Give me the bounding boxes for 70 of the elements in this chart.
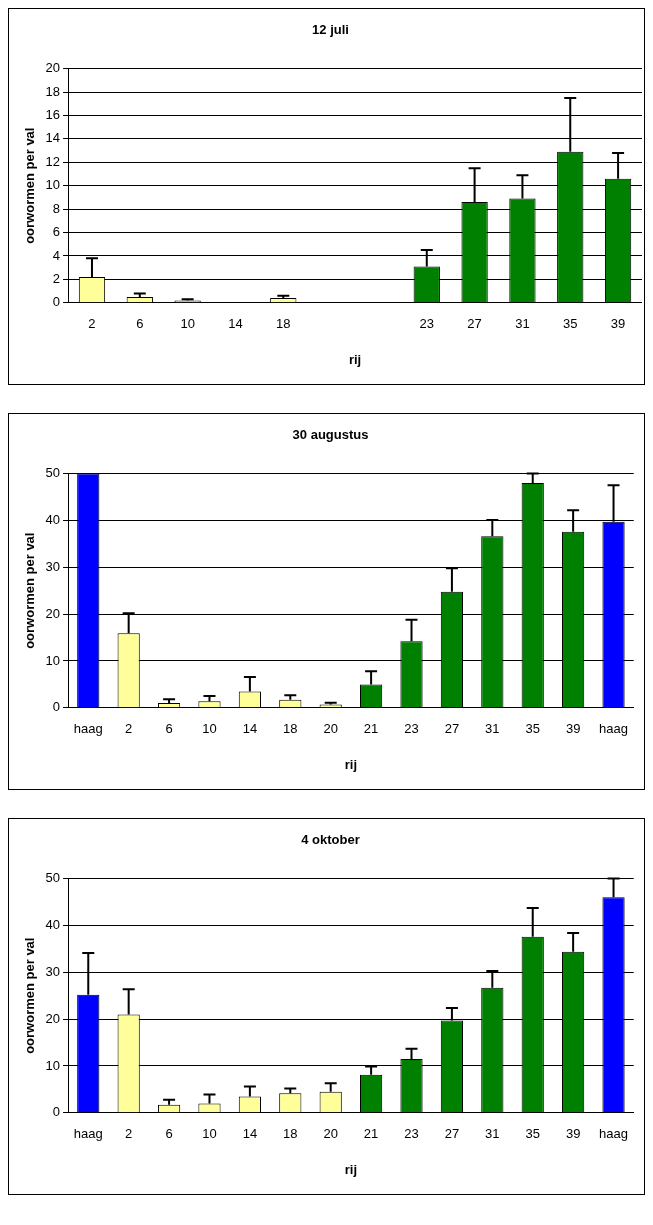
y-tick-label: 8 xyxy=(52,200,61,216)
y-tick-label: 6 xyxy=(52,224,61,240)
chart-title: 12 juli xyxy=(312,22,349,38)
x-tick-label: 6 xyxy=(165,721,173,737)
y-tick-label: 0 xyxy=(52,294,61,310)
y-tick-label: 16 xyxy=(45,107,61,123)
y-tick-label: 18 xyxy=(45,83,61,99)
x-tick-label: 21 xyxy=(363,721,379,737)
y-axis-title: oorwormen per val xyxy=(22,937,38,1054)
x-axis-title: rij xyxy=(344,756,358,772)
y-tick-label: 10 xyxy=(45,652,61,668)
x-axis-title: rij xyxy=(344,1161,358,1177)
y-tick-label: 12 xyxy=(45,153,61,169)
x-tick-label: 10 xyxy=(202,721,217,737)
y-tick-label: 50 xyxy=(45,870,61,886)
x-tick-label: 27 xyxy=(467,316,482,332)
x-tick-label: 31 xyxy=(515,316,530,332)
x-tick-label: 23 xyxy=(404,721,419,737)
x-tick-label: haag xyxy=(599,721,628,737)
y-tick-label: 40 xyxy=(45,917,61,933)
x-tick-label: 35 xyxy=(525,1126,540,1142)
x-tick-label: 18 xyxy=(283,1126,298,1142)
y-tick-label: 10 xyxy=(45,1057,61,1073)
y-tick-label: 2 xyxy=(52,270,61,286)
y-axis-title: oorwormen per val xyxy=(22,532,38,649)
y-tick-label: 0 xyxy=(52,1104,61,1120)
x-tick-label: 2 xyxy=(125,721,133,737)
x-tick-label: 31 xyxy=(485,1126,500,1142)
y-tick-label: 40 xyxy=(45,512,61,528)
y-tick-label: 10 xyxy=(45,177,61,193)
y-tick-label: 20 xyxy=(45,60,61,76)
y-tick-label: 20 xyxy=(45,605,61,621)
x-tick-label: 18 xyxy=(283,721,298,737)
x-tick-label: 21 xyxy=(363,1126,379,1142)
x-tick-label: 6 xyxy=(136,316,144,332)
y-axis-title: oorwormen per val xyxy=(22,127,38,244)
x-tick-label: 2 xyxy=(125,1126,133,1142)
x-tick-label: 14 xyxy=(242,721,258,737)
x-tick-label: 2 xyxy=(88,316,96,332)
x-tick-label: haag xyxy=(73,1126,103,1142)
x-tick-label: 27 xyxy=(444,721,460,737)
y-tick-label: 30 xyxy=(45,963,61,979)
x-tick-label: 39 xyxy=(610,316,626,332)
x-tick-label: haag xyxy=(599,1126,628,1142)
x-tick-label: 20 xyxy=(323,721,338,737)
y-tick-label: 30 xyxy=(45,558,61,574)
x-tick-label: 6 xyxy=(165,1126,173,1142)
x-tick-label: 10 xyxy=(202,1126,217,1142)
x-tick-label: haag xyxy=(73,721,103,737)
x-tick-label: 35 xyxy=(563,316,578,332)
x-tick-label: 18 xyxy=(276,316,291,332)
y-tick-label: 0 xyxy=(52,699,61,715)
x-tick-label: 23 xyxy=(404,1126,419,1142)
x-tick-label: 10 xyxy=(180,316,195,332)
x-tick-label: 35 xyxy=(525,721,540,737)
x-axis-title: rij xyxy=(348,351,362,367)
x-tick-label: 39 xyxy=(565,721,581,737)
x-tick-label: 31 xyxy=(485,721,500,737)
y-tick-label: 20 xyxy=(45,1010,61,1026)
y-tick-label: 4 xyxy=(52,247,61,263)
chart-title: 30 augustus xyxy=(292,427,369,443)
x-tick-label: 39 xyxy=(565,1126,581,1142)
x-tick-label: 14 xyxy=(242,1126,258,1142)
y-tick-label: 50 xyxy=(45,465,61,481)
x-tick-label: 27 xyxy=(444,1126,460,1142)
x-tick-label: 23 xyxy=(419,316,435,332)
x-tick-label: 14 xyxy=(228,316,243,332)
chart-title: 4 oktober xyxy=(301,832,360,848)
x-tick-label: 20 xyxy=(323,1126,338,1142)
y-tick-label: 14 xyxy=(45,130,61,146)
